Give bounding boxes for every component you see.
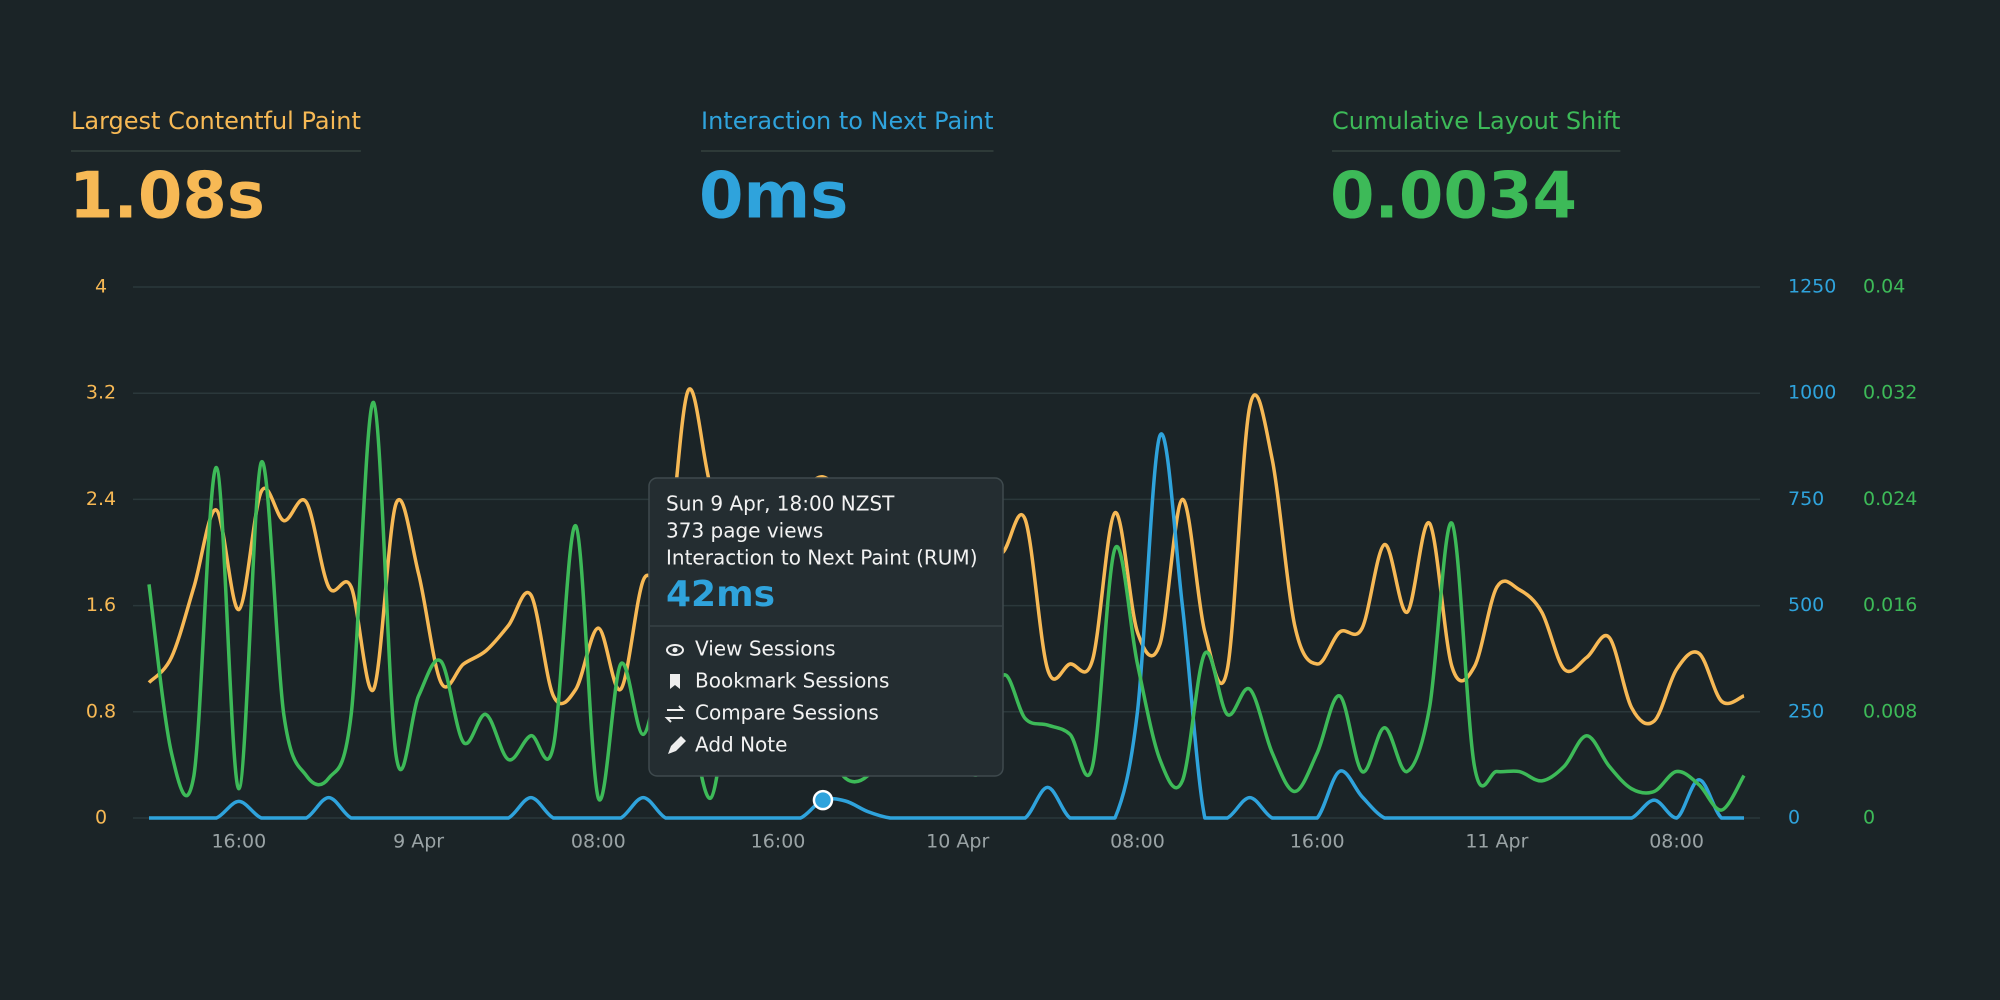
action-label[interactable]: Bookmark Sessions xyxy=(695,669,889,693)
action-label[interactable]: Compare Sessions xyxy=(695,701,879,725)
y-tick-label: 1.6 xyxy=(86,594,116,616)
eye-icon xyxy=(666,644,684,656)
y2-tick-label: 750 xyxy=(1788,488,1824,510)
tooltip-date: Sun 9 Apr, 18:00 NZST xyxy=(666,492,895,516)
hover-point xyxy=(812,789,834,811)
tooltip: Sun 9 Apr, 18:00 NZST 373 page views Int… xyxy=(648,477,1004,777)
series-line xyxy=(149,432,1744,820)
x-tick-label: 08:00 xyxy=(571,831,626,853)
compare-sessions[interactable]: Compare Sessions xyxy=(664,701,879,725)
x-tick-label: 16:00 xyxy=(211,831,266,853)
metric-label: Largest Contentful Paint xyxy=(71,107,361,135)
x-tick-label: 16:00 xyxy=(1290,831,1345,853)
metric-label: Cumulative Layout Shift xyxy=(1332,107,1620,135)
y2-tick-label: 250 xyxy=(1788,700,1824,722)
metric-value: 1.08s xyxy=(69,160,265,234)
tooltip-box xyxy=(648,477,1004,777)
y2-tick-label: 0 xyxy=(1788,807,1800,829)
axes: 0 0.8 1.6 2.4 3.2 4 0 250 500 750 1000 1250 0 0.008 0.… xyxy=(86,276,1918,853)
bookmark-sessions[interactable]: Bookmark Sessions xyxy=(670,669,889,693)
metric-value: 0ms xyxy=(699,160,848,234)
tooltip-metric: Interaction to Next Paint (RUM) xyxy=(666,546,978,570)
view-sessions[interactable]: View Sessions xyxy=(666,637,836,661)
y-tick-label: 0.8 xyxy=(86,700,116,722)
y2-tick-label: 500 xyxy=(1788,594,1824,616)
y-tick-label: 3.2 xyxy=(86,382,116,404)
y3-tick-label: 0.008 xyxy=(1863,700,1917,722)
add-note[interactable]: Add Note xyxy=(668,733,787,757)
y-tick-label: 0 xyxy=(95,807,107,829)
y3-tick-label: 0.032 xyxy=(1863,382,1917,404)
eye-icon xyxy=(672,647,678,653)
action-label[interactable]: View Sessions xyxy=(695,637,836,661)
metric-value: 0.0034 xyxy=(1330,160,1577,234)
y-tick-label: 4 xyxy=(95,276,107,298)
y3-tick-label: 0.016 xyxy=(1863,594,1917,616)
y2-tick-label: 1000 xyxy=(1788,382,1836,404)
y-tick-label: 2.4 xyxy=(86,488,116,510)
bookmark-icon xyxy=(670,674,680,689)
compare-icon xyxy=(664,705,686,723)
tooltip-value: 42ms xyxy=(666,574,775,615)
metrics-header: Largest Contentful Paint 1.08s Interaction… xyxy=(69,107,1621,234)
x-tick-label: 16:00 xyxy=(751,831,806,853)
metric-label: Interaction to Next Paint xyxy=(701,107,994,135)
tooltip-views: 373 page views xyxy=(666,519,823,543)
y3-tick-label: 0.04 xyxy=(1863,276,1905,298)
x-tick-label: 9 Apr xyxy=(393,831,444,853)
action-label[interactable]: Add Note xyxy=(695,733,787,757)
x-tick-label: 08:00 xyxy=(1110,831,1165,853)
x-tick-label: 10 Apr xyxy=(926,831,989,853)
y2-tick-label: 1250 xyxy=(1788,276,1836,298)
x-tick-label: 11 Apr xyxy=(1465,831,1528,853)
y3-tick-label: 0 xyxy=(1863,807,1875,829)
pencil-icon xyxy=(668,736,686,754)
x-tick-label: 08:00 xyxy=(1649,831,1704,853)
y3-tick-label: 0.024 xyxy=(1863,488,1917,510)
